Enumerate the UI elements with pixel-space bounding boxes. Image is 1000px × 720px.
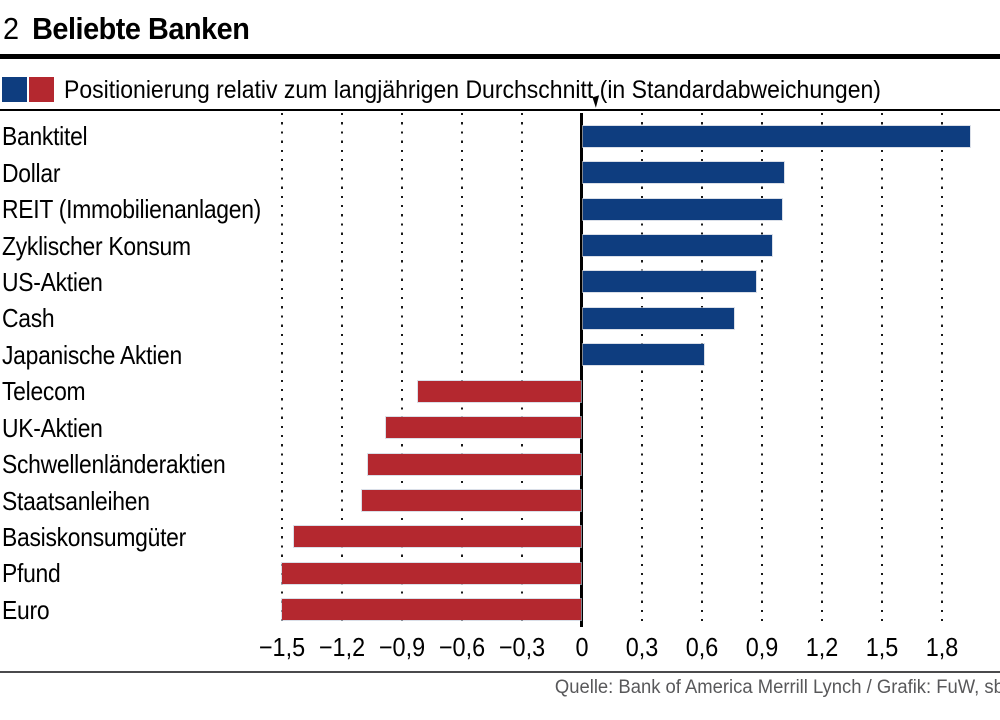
x-tick-label: −0,6 bbox=[438, 632, 486, 662]
bar-negative bbox=[386, 417, 581, 439]
bar-positive bbox=[583, 344, 704, 366]
x-tick-label: 0,6 bbox=[685, 632, 719, 662]
category-label: Zyklischer Konsum bbox=[2, 230, 191, 261]
title-divider bbox=[0, 54, 1000, 59]
x-tick-label: 0,3 bbox=[625, 632, 659, 662]
bar-positive bbox=[583, 162, 784, 184]
category-label: Japanische Aktien bbox=[2, 339, 182, 370]
bar-negative bbox=[294, 526, 581, 548]
x-tick-label: −1,2 bbox=[318, 632, 366, 662]
category-label: Cash bbox=[2, 303, 55, 334]
category-label: UK-Aktien bbox=[2, 412, 103, 443]
footer-divider bbox=[0, 671, 1000, 673]
gridline bbox=[941, 113, 943, 627]
gridline bbox=[281, 113, 283, 627]
x-tick-label: 1,5 bbox=[865, 632, 899, 662]
chart-title: 2 Beliebte Banken bbox=[3, 6, 250, 52]
category-label: REIT (Immobilienanlagen) bbox=[2, 194, 262, 225]
bar-positive bbox=[583, 125, 970, 147]
x-tick-label: −1,5 bbox=[258, 632, 306, 662]
subtitle-divider bbox=[0, 109, 1000, 111]
gridline bbox=[701, 113, 703, 627]
category-label: Telecom bbox=[2, 376, 86, 407]
bar-negative bbox=[282, 562, 581, 584]
category-label: Pfund bbox=[2, 558, 61, 589]
category-label: Staatsanleihen bbox=[2, 485, 150, 516]
bar-negative bbox=[362, 490, 581, 511]
category-label: Basiskonsumgüter bbox=[2, 521, 186, 552]
x-tick-label: −0,3 bbox=[498, 632, 546, 662]
bar-positive bbox=[583, 235, 772, 256]
x-tick-label: 0 bbox=[575, 632, 589, 662]
bar-positive bbox=[583, 307, 734, 329]
gridline bbox=[641, 113, 643, 627]
category-label: Dollar bbox=[2, 157, 61, 188]
x-tick-label: 1,2 bbox=[805, 632, 839, 662]
bar-negative bbox=[282, 599, 581, 621]
bar-negative bbox=[418, 380, 581, 402]
x-tick-label: 0,9 bbox=[745, 632, 779, 662]
bar-negative bbox=[368, 453, 581, 475]
gridline bbox=[821, 113, 823, 627]
x-tick-label: 1,8 bbox=[925, 632, 959, 662]
chart-subtitle: Positionierung relativ zum langjährigen … bbox=[64, 76, 881, 104]
gridline bbox=[881, 113, 883, 627]
category-label: Banktitel bbox=[2, 121, 88, 152]
x-tick-label: −0,9 bbox=[378, 632, 426, 662]
gridline bbox=[461, 113, 463, 627]
bar-positive bbox=[583, 271, 756, 293]
category-label: Schwellenländeraktien bbox=[2, 449, 226, 480]
category-label: US-Aktien bbox=[2, 266, 103, 297]
gridline bbox=[761, 113, 763, 627]
gridline bbox=[521, 113, 523, 627]
gridline bbox=[401, 113, 403, 627]
legend-swatch-positive bbox=[2, 77, 27, 102]
category-label: Euro bbox=[2, 594, 50, 625]
zero-axis-line bbox=[580, 113, 583, 627]
source-credit: Quelle: Bank of America Merrill Lynch / … bbox=[555, 677, 1000, 698]
gridline bbox=[341, 113, 343, 627]
bar-positive bbox=[583, 198, 782, 220]
chart-index: 2 bbox=[3, 11, 20, 46]
legend-swatch-negative bbox=[29, 77, 54, 102]
chart-title-text: Beliebte Banken bbox=[32, 11, 250, 46]
